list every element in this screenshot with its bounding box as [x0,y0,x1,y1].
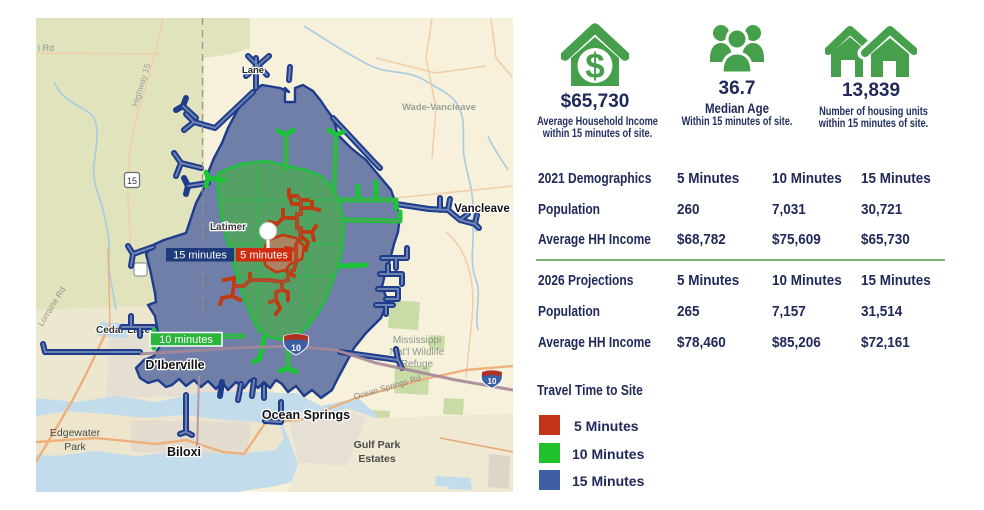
svg-text:$: $ [585,47,604,86]
svg-text:Estates: Estates [358,453,396,465]
svg-text:15: 15 [127,176,137,186]
svg-text:10 minutes: 10 minutes [159,334,213,346]
svg-text:Ocean Springs: Ocean Springs [262,408,350,422]
svg-text:Biloxi: Biloxi [167,445,201,459]
svg-text:Latimer: Latimer [210,222,246,233]
svg-text:10: 10 [488,377,497,386]
svg-text:l Rd: l Rd [38,43,54,53]
svg-text:D'Iberville: D'Iberville [145,358,204,372]
svg-text:Mississippi: Mississippi [393,335,441,346]
svg-text:Vancleave: Vancleave [454,203,510,215]
svg-text:Edgewater: Edgewater [50,427,101,439]
svg-text:5 minutes: 5 minutes [240,250,288,262]
svg-text:Refuge: Refuge [401,359,434,370]
svg-text:Gulf Park: Gulf Park [354,439,401,451]
svg-text:Nat'l Wildlife: Nat'l Wildlife [390,347,445,358]
svg-text:Lane: Lane [242,65,264,76]
svg-text:Wade-Vancleave: Wade-Vancleave [402,102,476,113]
svg-text:Park: Park [64,441,86,453]
svg-text:15 minutes: 15 minutes [173,250,227,262]
svg-text:10: 10 [291,343,301,353]
